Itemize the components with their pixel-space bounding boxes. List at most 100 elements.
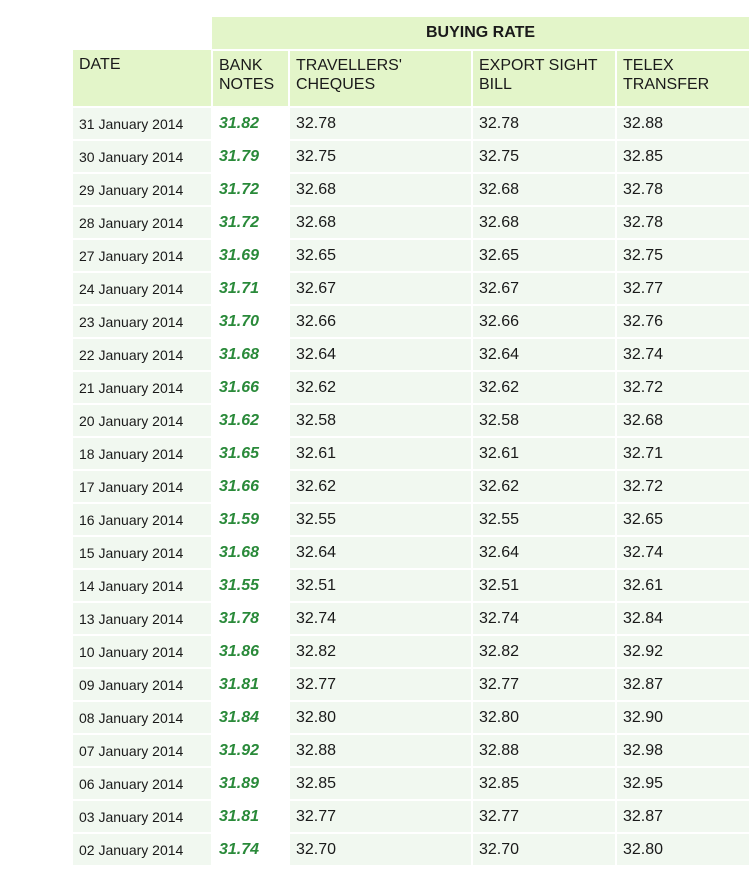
travellers-cheques-cell: 32.85 [289,766,473,800]
col-label-line1: TRAVELLERS' [296,57,402,74]
bank-notes-cell: 31.78 [212,601,290,635]
telex-transfer-cell: 32.65 [616,502,749,536]
travellers-cheques-cell: 32.61 [289,436,473,470]
table-row: 27 January 2014 31.69 32.65 32.65 32.75 [73,238,749,272]
export-sight-bill-cell: 32.68 [472,205,617,239]
date-cell: 21 January 2014 [73,370,213,404]
export-sight-bill-cell: 32.80 [472,700,617,734]
bank-notes-cell: 31.68 [212,337,290,371]
export-sight-bill-cell: 32.62 [472,469,617,503]
travellers-cheques-cell: 32.82 [289,634,473,668]
table-row: 14 January 2014 31.55 32.51 32.51 32.61 [73,568,749,602]
telex-transfer-cell: 32.74 [616,337,749,371]
travellers-cheques-cell: 32.74 [289,601,473,635]
date-cell: 20 January 2014 [73,403,213,437]
table-row: 20 January 2014 31.62 32.58 32.58 32.68 [73,403,749,437]
table-row: 31 January 2014 31.82 32.78 32.78 32.88 [73,106,749,140]
telex-transfer-cell: 32.77 [616,271,749,305]
date-cell: 28 January 2014 [73,205,213,239]
telex-transfer-cell: 32.74 [616,535,749,569]
table-row: 07 January 2014 31.92 32.88 32.88 32.98 [73,733,749,767]
export-sight-bill-cell: 32.61 [472,436,617,470]
table-row: 17 January 2014 31.66 32.62 32.62 32.72 [73,469,749,503]
table-row: 30 January 2014 31.79 32.75 32.75 32.85 [73,139,749,173]
telex-transfer-cell: 32.92 [616,634,749,668]
date-cell: 09 January 2014 [73,667,213,701]
table-row: 03 January 2014 31.81 32.77 32.77 32.87 [73,799,749,833]
table-row: 13 January 2014 31.78 32.74 32.74 32.84 [73,601,749,635]
bank-notes-cell: 31.66 [212,370,290,404]
table-row: 08 January 2014 31.84 32.80 32.80 32.90 [73,700,749,734]
bank-notes-cell: 31.72 [212,205,290,239]
bank-notes-cell: 31.66 [212,469,290,503]
export-sight-bill-cell: 32.75 [472,139,617,173]
telex-transfer-cell: 32.68 [616,403,749,437]
bank-notes-cell: 31.55 [212,568,290,602]
export-sight-bill-cell: 32.58 [472,403,617,437]
col-date-label: DATE [79,56,121,73]
buying-rate-table: BUYING RATE DATE BANK NOTES TRAVELLERS' CH… [73,17,749,865]
date-cell: 27 January 2014 [73,238,213,272]
table-row: 09 January 2014 31.81 32.77 32.77 32.87 [73,667,749,701]
date-cell: 13 January 2014 [73,601,213,635]
date-cell: 22 January 2014 [73,337,213,371]
travellers-cheques-cell: 32.62 [289,370,473,404]
export-sight-bill-cell: 32.66 [472,304,617,338]
telex-transfer-cell: 32.95 [616,766,749,800]
bank-notes-cell: 31.65 [212,436,290,470]
travellers-cheques-cell: 32.62 [289,469,473,503]
date-cell: 29 January 2014 [73,172,213,206]
col-label-line2: TRANSFER [623,76,710,93]
date-cell: 18 January 2014 [73,436,213,470]
bank-notes-cell: 31.69 [212,238,290,272]
export-sight-bill-cell: 32.85 [472,766,617,800]
travellers-cheques-cell: 32.65 [289,238,473,272]
export-sight-bill-cell: 32.88 [472,733,617,767]
table-row: 06 January 2014 31.89 32.85 32.85 32.95 [73,766,749,800]
col-bank-notes: BANK NOTES [212,50,290,107]
col-label-line2: BILL [479,76,512,93]
date-cell: 07 January 2014 [73,733,213,767]
travellers-cheques-cell: 32.68 [289,172,473,206]
telex-transfer-cell: 32.88 [616,106,749,140]
export-sight-bill-cell: 32.64 [472,337,617,371]
date-cell: 23 January 2014 [73,304,213,338]
bank-notes-cell: 31.86 [212,634,290,668]
bank-notes-cell: 31.71 [212,271,290,305]
bank-notes-cell: 31.74 [212,832,290,865]
table-row: 28 January 2014 31.72 32.68 32.68 32.78 [73,205,749,239]
travellers-cheques-cell: 32.88 [289,733,473,767]
travellers-cheques-cell: 32.64 [289,337,473,371]
export-sight-bill-cell: 32.62 [472,370,617,404]
col-label-line2: CHEQUES [296,76,376,93]
export-sight-bill-cell: 32.74 [472,601,617,635]
table-row: 15 January 2014 31.68 32.64 32.64 32.74 [73,535,749,569]
date-cell: 08 January 2014 [73,700,213,734]
telex-transfer-cell: 32.80 [616,832,749,865]
col-label-line1: BANK [219,57,263,74]
export-sight-bill-cell: 32.82 [472,634,617,668]
export-sight-bill-cell: 32.65 [472,238,617,272]
export-sight-bill-cell: 32.64 [472,535,617,569]
travellers-cheques-cell: 32.80 [289,700,473,734]
travellers-cheques-cell: 32.68 [289,205,473,239]
export-sight-bill-cell: 32.70 [472,832,617,865]
date-cell: 03 January 2014 [73,799,213,833]
bank-notes-cell: 31.81 [212,667,290,701]
date-cell: 31 January 2014 [73,106,213,140]
telex-transfer-cell: 32.84 [616,601,749,635]
date-cell: 16 January 2014 [73,502,213,536]
telex-transfer-cell: 32.75 [616,238,749,272]
table-row: 24 January 2014 31.71 32.67 32.67 32.77 [73,271,749,305]
col-telex-transfer: TELEX TRANSFER [616,50,749,107]
col-travellers-cheques: TRAVELLERS' CHEQUES [289,50,473,107]
date-cell: 17 January 2014 [73,469,213,503]
travellers-cheques-cell: 32.66 [289,304,473,338]
telex-transfer-cell: 32.72 [616,370,749,404]
col-label-line2: NOTES [219,76,275,93]
export-sight-bill-cell: 32.67 [472,271,617,305]
travellers-cheques-cell: 32.51 [289,568,473,602]
telex-transfer-cell: 32.90 [616,700,749,734]
table-row: 02 January 2014 31.74 32.70 32.70 32.80 [73,832,749,865]
bank-notes-cell: 31.79 [212,139,290,173]
